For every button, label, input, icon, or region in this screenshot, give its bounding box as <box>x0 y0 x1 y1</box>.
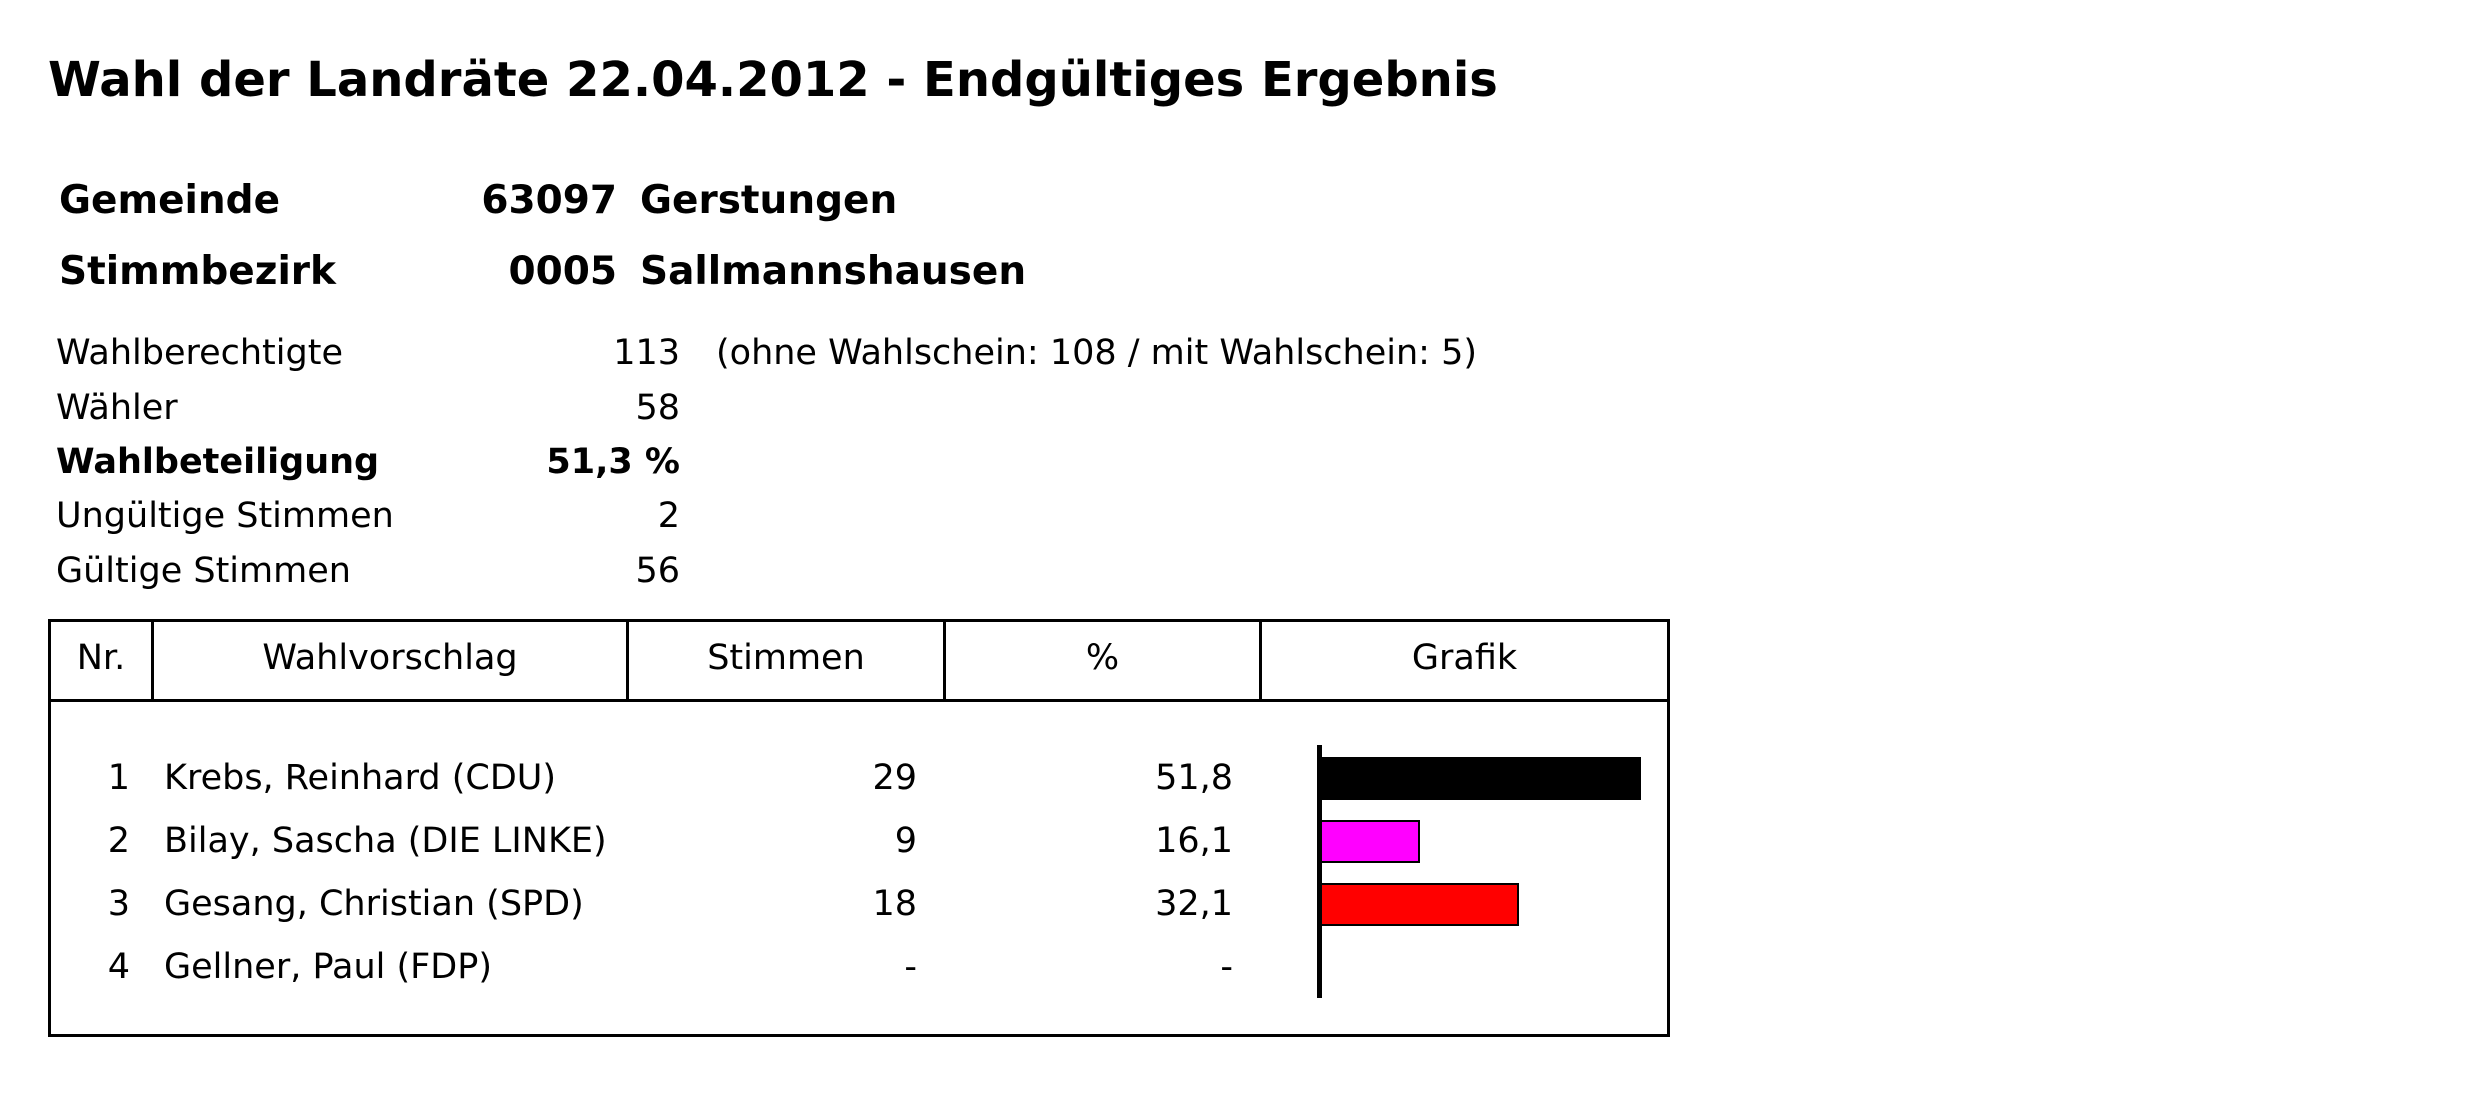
row-number: 3 <box>107 884 130 924</box>
gemeinde-label: Gemeinde <box>59 178 281 223</box>
candidate-votes: 29 <box>872 758 917 798</box>
candidate-name: Gesang, Christian (SPD) <box>164 884 584 924</box>
column-divider <box>626 619 629 702</box>
gemeinde-name: Gerstungen <box>640 178 898 223</box>
ungueltige-stimmen-label: Ungültige Stimmen <box>56 496 394 536</box>
wahlberechtigte-label: Wahlberechtigte <box>56 333 343 373</box>
waehler-label: Wähler <box>56 388 178 428</box>
candidate-votes: 18 <box>872 884 917 924</box>
waehler-value: 58 <box>635 388 680 428</box>
page-title: Wahl der Landräte 22.04.2012 - Endgültig… <box>48 52 1498 108</box>
ungueltige-stimmen-value: 2 <box>657 496 680 536</box>
wahlberechtigte-note: (ohne Wahlschein: 108 / mit Wahlschein: … <box>716 333 1478 373</box>
column-header-wahlvorschlag: Wahlvorschlag <box>262 638 518 678</box>
candidate-percent: - <box>1220 947 1233 987</box>
wahlbeteiligung-label: Wahlbeteiligung <box>56 442 380 482</box>
column-divider <box>943 619 946 702</box>
candidate-percent: 32,1 <box>1155 884 1233 924</box>
chart-axis <box>1317 745 1322 998</box>
candidate-percent: 16,1 <box>1155 821 1233 861</box>
row-number: 2 <box>107 821 130 861</box>
row-number: 1 <box>107 758 130 798</box>
column-divider <box>1259 619 1262 702</box>
table-header-divider <box>48 699 1670 702</box>
candidate-name: Bilay, Sascha (DIE LINKE) <box>164 821 607 861</box>
row-number: 4 <box>107 947 130 987</box>
gueltige-stimmen-value: 56 <box>635 551 680 591</box>
result-bar <box>1320 883 1519 926</box>
gueltige-stimmen-label: Gültige Stimmen <box>56 551 351 591</box>
candidate-percent: 51,8 <box>1155 758 1233 798</box>
candidate-name: Gellner, Paul (FDP) <box>164 947 492 987</box>
candidate-votes: - <box>904 947 917 987</box>
column-divider <box>151 619 154 702</box>
column-header-grafik: Grafik <box>1411 638 1518 678</box>
column-header-stimmen: Stimmen <box>707 638 865 678</box>
column-header-percent: % <box>1085 638 1120 678</box>
stimmbezirk-code: 0005 <box>508 249 617 294</box>
gemeinde-code: 63097 <box>481 178 617 223</box>
wahlbeteiligung-value: 51,3 % <box>546 442 680 482</box>
stimmbezirk-label: Stimmbezirk <box>59 249 336 294</box>
result-bar <box>1320 820 1420 863</box>
results-table <box>48 619 1670 1037</box>
result-bar <box>1320 757 1641 800</box>
stimmbezirk-name: Sallmannshausen <box>640 249 1027 294</box>
candidate-votes: 9 <box>894 821 917 861</box>
candidate-name: Krebs, Reinhard (CDU) <box>164 758 557 798</box>
column-header-nr: Nr. <box>76 638 126 678</box>
wahlberechtigte-value: 113 <box>613 333 680 373</box>
